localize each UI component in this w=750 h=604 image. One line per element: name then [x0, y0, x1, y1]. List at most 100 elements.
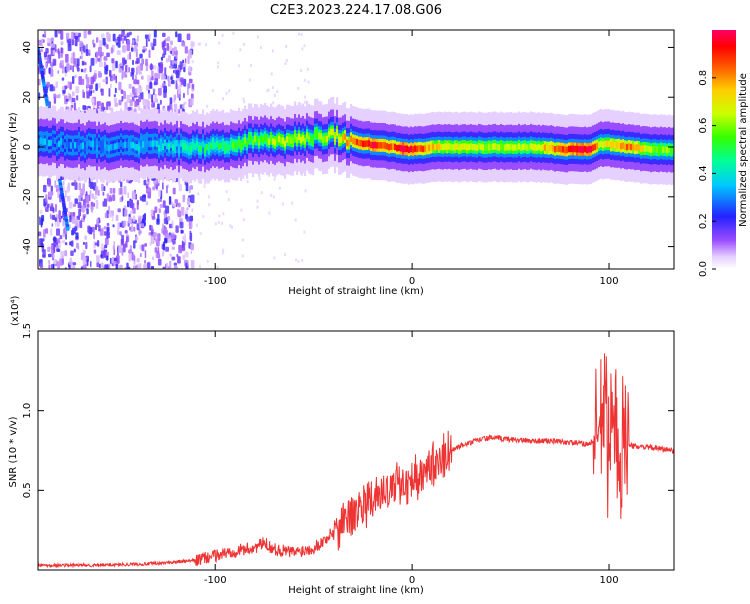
spectrogram-cell — [55, 184, 60, 192]
spectrogram-cell — [144, 213, 146, 221]
spectrogram-cell — [45, 194, 48, 203]
spectrogram-cell — [43, 51, 47, 58]
spectrogram-cell — [111, 74, 116, 81]
spectrogram-cell — [291, 201, 294, 205]
spectrogram-cell — [86, 208, 89, 215]
spectrogram-cell — [380, 142, 383, 149]
spectrogram-cell — [241, 254, 244, 258]
spectrogram-cell — [294, 133, 297, 140]
spectrogram-cell — [273, 93, 276, 97]
spectrogram-cell — [71, 182, 75, 186]
spectrogram-cell — [187, 83, 191, 89]
spectrogram-cell — [96, 262, 100, 268]
spectrogram-cell — [214, 142, 217, 149]
spectrogram-cell — [153, 38, 157, 46]
spectrogram-cell — [112, 194, 116, 201]
spectrogram-cell — [136, 79, 140, 85]
spectrogram-cell — [77, 32, 81, 38]
spectrogram-cell — [210, 142, 213, 150]
spectrogram-cell — [158, 62, 161, 67]
spectrogram-cell — [66, 140, 69, 148]
spectrogram-cell — [133, 260, 136, 269]
spectrogram-cell — [148, 92, 151, 99]
spectrogram-cell — [190, 93, 194, 100]
spectrogram-cell — [70, 57, 74, 64]
spectrogram-cell — [104, 66, 108, 75]
spectrogram-cell — [420, 145, 423, 152]
spectrogram-cell — [228, 144, 231, 151]
spectrogram-cell — [184, 62, 187, 68]
spectrogram-cell — [488, 143, 491, 151]
spectrogram-cell — [542, 144, 545, 151]
spectrogram-cell — [221, 221, 224, 225]
spectrogram-cell — [39, 216, 41, 226]
spectrogram-cell — [514, 144, 517, 151]
snr-ytick-label: 1.5 — [22, 323, 33, 339]
spectrogram-cell — [110, 47, 114, 54]
spectrogram-cell — [402, 145, 405, 153]
spectrogram-cell — [113, 97, 117, 103]
spectrogram-cell — [48, 191, 52, 198]
spectrogram-cell — [74, 198, 78, 204]
spectrogram-cell — [67, 43, 72, 52]
spectrogram-cell — [412, 146, 415, 153]
spectrogram-cell — [554, 146, 557, 153]
spectrogram-cell — [207, 195, 210, 199]
spectrogram-cell — [382, 142, 385, 149]
spectrogram-cell — [182, 103, 185, 109]
spectrogram-cell — [284, 252, 287, 256]
spectrogram-cell — [58, 217, 62, 223]
spectrogram-cell — [578, 146, 581, 153]
spectrogram-cell — [640, 145, 643, 153]
spectrogram-cell — [116, 36, 121, 41]
spectrogram-cell — [90, 227, 93, 235]
spectrogram-cell — [322, 136, 325, 143]
spectrogram-cell — [52, 136, 55, 144]
spectrogram-cell — [166, 185, 168, 194]
spectrogram-cell — [167, 75, 170, 81]
spectrogram-cell — [133, 240, 136, 249]
spectrogram-cell — [106, 222, 110, 227]
spectrogram-cell — [175, 83, 178, 90]
spectrogram-cell — [137, 263, 142, 269]
spectrogram-cell — [84, 263, 87, 267]
colorbar-label: Normalized spectral amplitude — [738, 73, 749, 227]
spectrogram-cell — [90, 260, 92, 268]
spectrogram-cell — [93, 233, 95, 240]
spectrogram-cell — [300, 69, 303, 72]
spectrogram-cell — [106, 32, 110, 39]
spectrogram-cell — [173, 46, 177, 50]
spectrogram-cell — [202, 141, 205, 148]
spectrogram-cell — [58, 140, 61, 148]
spectrogram-cell — [49, 213, 52, 220]
snr-xtick-label: -100 — [204, 575, 227, 586]
spectrogram-cell — [182, 254, 185, 260]
spectrogram-cell — [111, 62, 116, 71]
spectrogram-cell — [121, 234, 124, 244]
spectrogram-cell — [131, 190, 136, 200]
spectrogram-cell — [482, 144, 485, 151]
spectrogram-cell — [114, 102, 118, 107]
spectrogram-cell — [160, 141, 163, 149]
spectrogram-cell — [72, 91, 75, 97]
spectrogram-cell — [90, 76, 94, 85]
spectrogram-cell — [62, 180, 65, 186]
spectrogram-cell — [67, 92, 70, 97]
spectrogram-cell — [59, 235, 63, 240]
spectrogram-cell — [100, 243, 104, 252]
spectrogram-cell — [73, 248, 76, 253]
spectrogram-cell — [190, 244, 194, 251]
spectrogram-cell — [64, 72, 67, 77]
spectrogram-cell — [105, 76, 108, 85]
spectrogram-cell — [580, 146, 583, 153]
spectrogram-cell — [40, 137, 43, 145]
spectrogram-cell — [644, 145, 647, 152]
spectrogram-cell — [62, 138, 65, 146]
spectrogram-cell — [119, 231, 122, 236]
spectrogram-cell — [151, 70, 154, 77]
spectrogram-cell — [162, 32, 166, 37]
spectrogram-cell — [47, 246, 51, 252]
spectrogram-cell — [171, 246, 175, 250]
spectrogram-cell — [231, 225, 233, 229]
spectrogram-cell — [654, 145, 657, 153]
